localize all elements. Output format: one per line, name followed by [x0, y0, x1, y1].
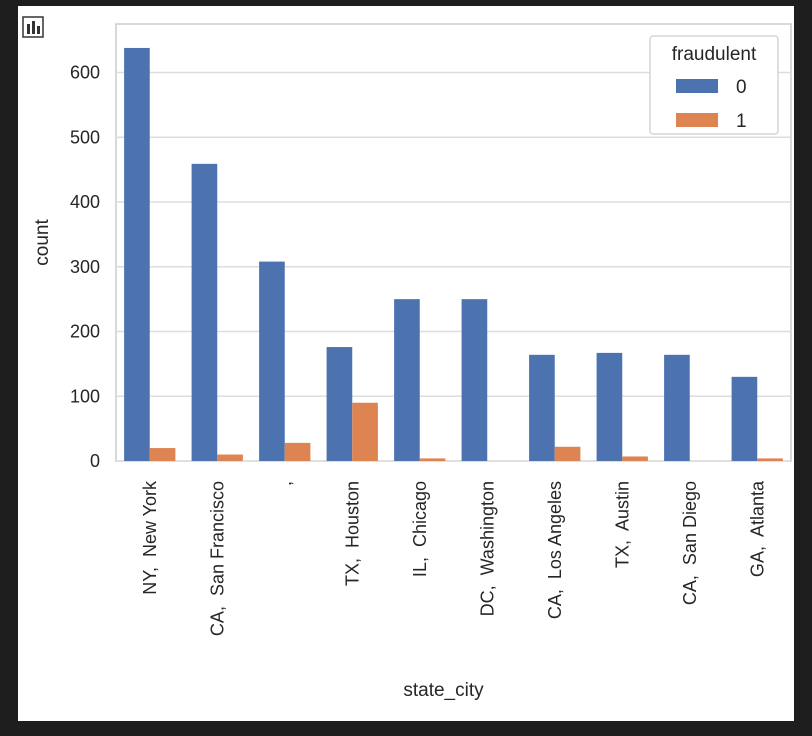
y-tick-label: 300 — [70, 257, 100, 277]
x-tick-label: CA, Los Angeles — [545, 481, 565, 619]
bar-fraudulent-0 — [664, 354, 690, 461]
x-tick-label: GA, Atlanta — [747, 480, 767, 577]
bar-fraudulent-1 — [149, 448, 176, 461]
x-axis-label: state_city — [403, 680, 484, 701]
y-tick-label: 600 — [70, 63, 100, 83]
bar-chart: 0 100 200 300 400 500 600 NY, New York CA, San … — [32, 23, 792, 701]
legend-label-series-0: 0 — [736, 77, 747, 98]
bar-fraudulent-1 — [554, 446, 581, 461]
bar-fraudulent-1 — [622, 456, 648, 461]
x-tick-label: , — [275, 481, 295, 486]
y-tick-label: 0 — [90, 451, 100, 471]
y-axis-label: count — [32, 219, 53, 266]
bar-chart-icon[interactable] — [22, 16, 44, 38]
legend-title: fraudulent — [672, 44, 757, 65]
x-tick-label: TX, Houston — [342, 481, 362, 586]
bar-fraudulent-1 — [419, 458, 446, 461]
x-tick-label: CA, San Francisco — [207, 481, 227, 636]
x-tick-label: DC, Washington — [477, 481, 497, 616]
bar-fraudulent-0 — [326, 347, 353, 461]
bar-fraudulent-1 — [284, 442, 311, 461]
bar-fraudulent-0 — [124, 47, 150, 462]
bar-fraudulent-0 — [461, 299, 488, 461]
bar-fraudulent-1 — [217, 454, 243, 461]
legend-swatch-series-1 — [676, 113, 718, 127]
x-tick-label: IL, Chicago — [410, 481, 430, 577]
bar-fraudulent-0 — [191, 163, 218, 461]
bar-fraudulent-1 — [757, 458, 783, 461]
y-tick-label: 100 — [70, 386, 100, 406]
y-tick-label: 400 — [70, 192, 100, 212]
bar-fraudulent-0 — [731, 376, 758, 461]
x-tick-label: CA, San Diego — [680, 481, 700, 605]
y-tick-label: 200 — [70, 322, 100, 342]
bar-fraudulent-0 — [259, 261, 285, 461]
bar-fraudulent-0 — [529, 354, 555, 461]
bar-fraudulent-0 — [394, 299, 420, 461]
x-tick-label: NY, New York — [140, 480, 160, 595]
y-tick-label: 500 — [70, 127, 100, 147]
bar-fraudulent-0 — [596, 352, 623, 461]
legend-label-series-1: 1 — [736, 111, 747, 132]
bar-fraudulent-1 — [352, 402, 378, 461]
legend-swatch-series-0 — [676, 79, 718, 93]
x-tick-label: TX, Austin — [612, 481, 632, 568]
chart-frame: 0 100 200 300 400 500 600 NY, New York CA, San … — [18, 6, 794, 721]
legend: fraudulent 0 1 — [649, 35, 779, 135]
